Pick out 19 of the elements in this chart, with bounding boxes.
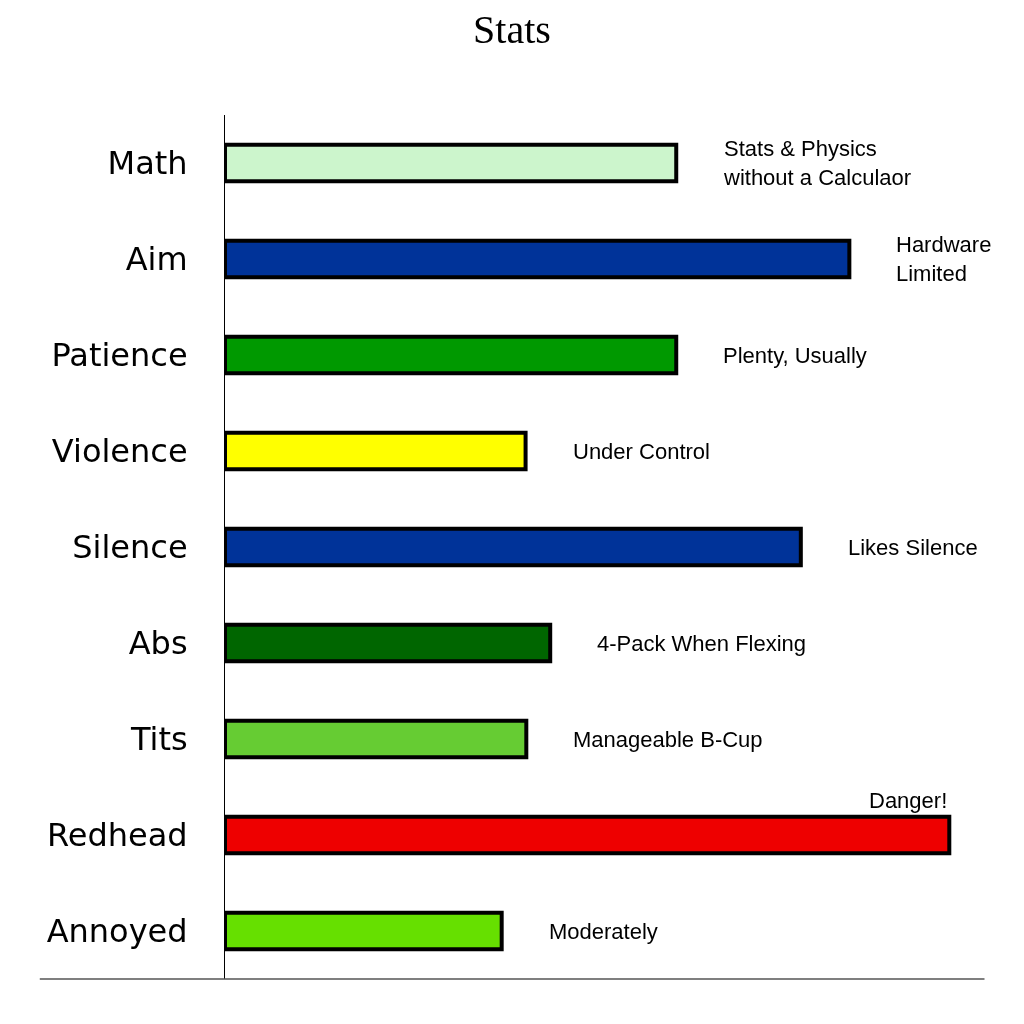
annotation: Danger!: [869, 788, 948, 813]
y-tick-label: Silence: [72, 528, 188, 567]
annotation: Likes Silence: [848, 535, 978, 560]
annotation: 4-Pack When Flexing: [597, 631, 807, 656]
annotation: Under Control: [573, 439, 710, 464]
y-tick-label: Annoyed: [46, 912, 188, 951]
y-tick-label: Math: [107, 144, 188, 183]
y-tick-label: Aim: [125, 240, 188, 279]
annotation: Manageable B-Cup: [573, 727, 763, 752]
annotation: Stats & Physics without a Calculaor: [723, 136, 912, 190]
y-tick-label: Tits: [129, 720, 188, 759]
y-tick-label: Redhead: [46, 816, 188, 855]
annotation: Moderately: [549, 919, 658, 944]
annotation: Plenty, Usually: [723, 343, 867, 368]
annotation: Hardware Limited: [896, 232, 992, 286]
y-tick-label: Abs: [128, 624, 188, 663]
y-tick-label: Violence: [51, 432, 188, 471]
y-tick-label: Patience: [51, 336, 188, 375]
chart-title: Stats: [473, 7, 551, 53]
